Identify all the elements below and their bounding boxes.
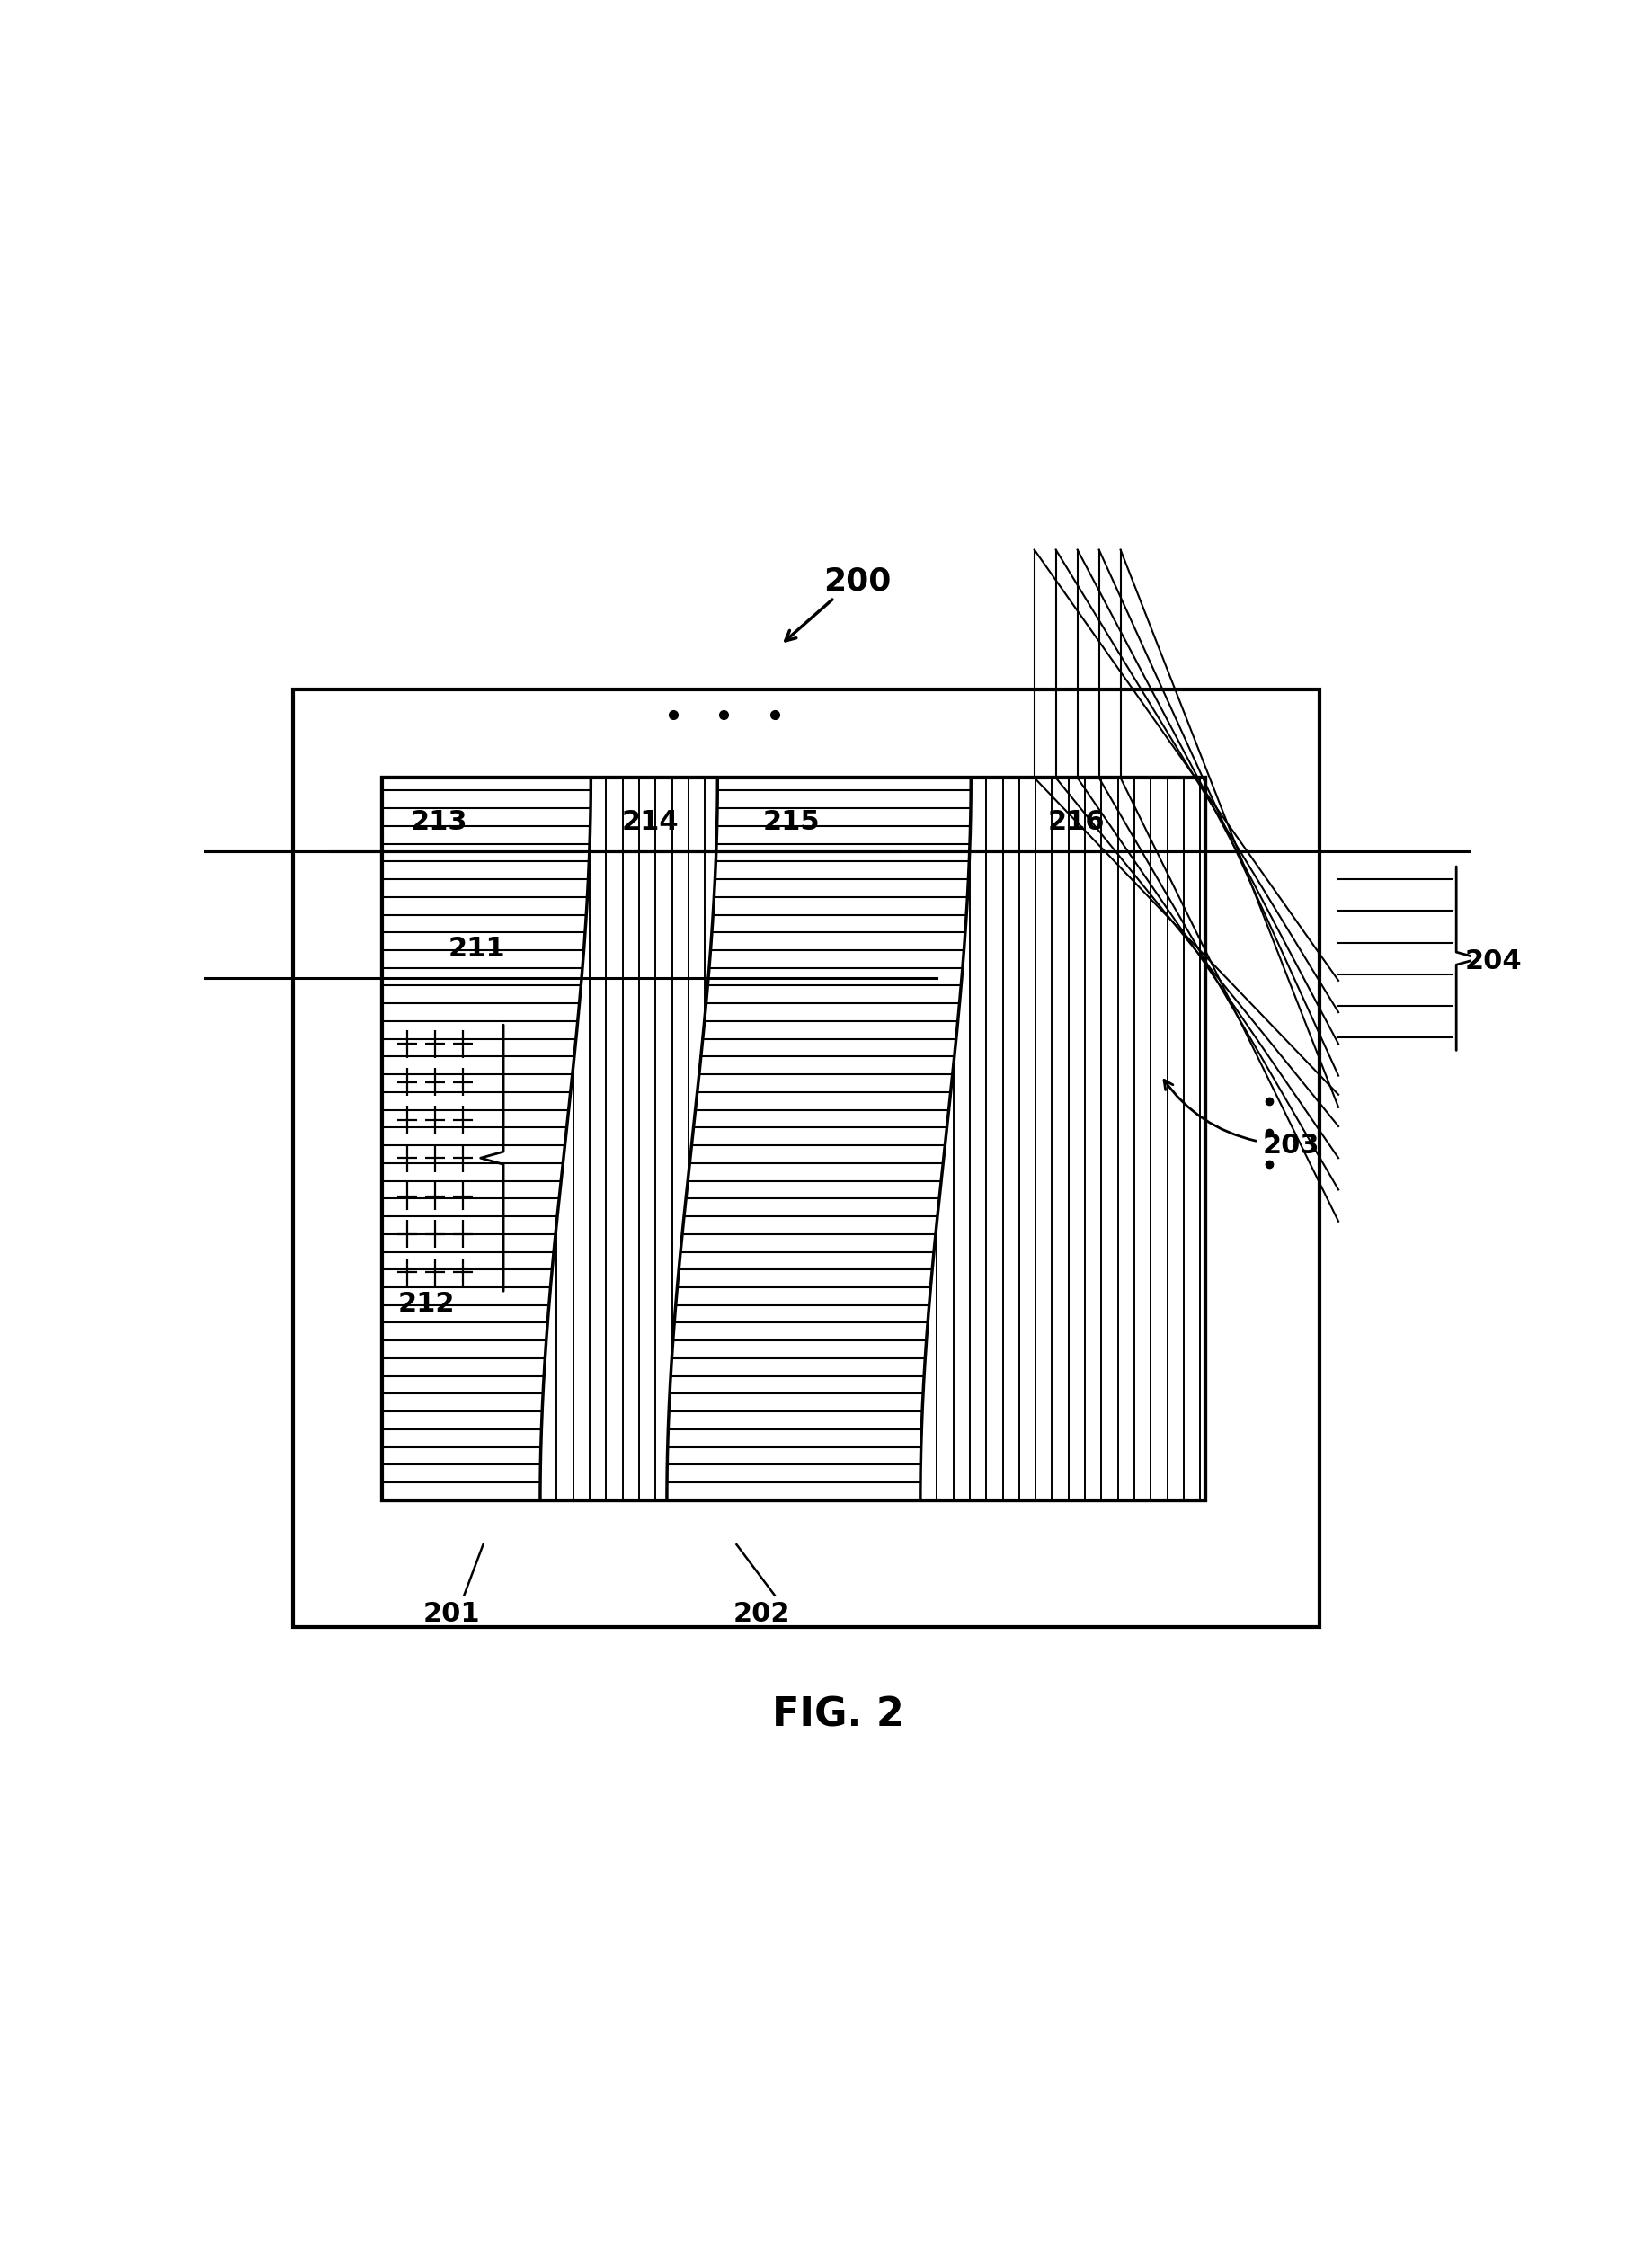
Text: 202: 202 bbox=[734, 1601, 790, 1626]
Text: 204: 204 bbox=[1465, 948, 1522, 975]
Bar bbox=[293, 689, 1319, 1626]
Text: 215: 215 bbox=[762, 810, 819, 835]
Text: 203: 203 bbox=[1262, 1132, 1319, 1159]
Text: 200: 200 bbox=[822, 567, 891, 596]
Text: 216: 216 bbox=[1048, 810, 1105, 835]
Text: 214: 214 bbox=[621, 810, 679, 835]
Polygon shape bbox=[667, 778, 971, 1499]
Bar bbox=[383, 778, 1205, 1499]
Text: 211: 211 bbox=[448, 937, 505, 962]
Polygon shape bbox=[383, 778, 590, 1499]
Text: 212: 212 bbox=[397, 1290, 455, 1318]
Text: FIG. 2: FIG. 2 bbox=[772, 1696, 904, 1735]
Text: 201: 201 bbox=[423, 1601, 481, 1626]
Text: 213: 213 bbox=[410, 810, 468, 835]
Bar bbox=[383, 778, 1205, 1499]
Polygon shape bbox=[921, 778, 1205, 1499]
Polygon shape bbox=[540, 778, 718, 1499]
